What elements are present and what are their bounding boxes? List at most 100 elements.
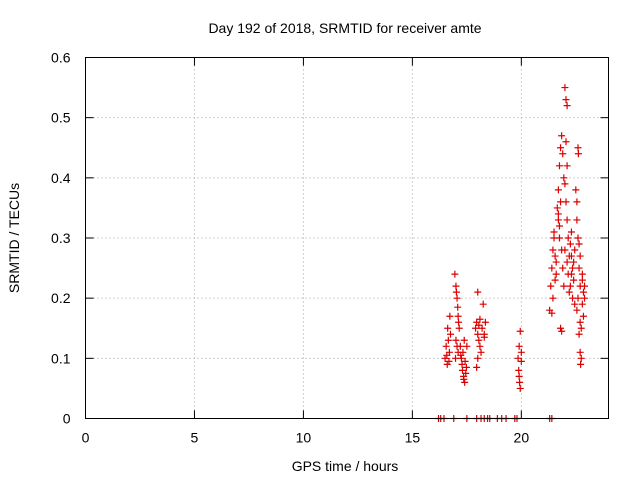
data-point (475, 336, 483, 344)
data-point (462, 363, 470, 371)
data-point (460, 375, 468, 383)
data-point (474, 354, 482, 362)
data-point (461, 357, 469, 365)
data-point (452, 354, 460, 362)
data-point (575, 330, 583, 338)
data-point (579, 312, 587, 320)
data-point (559, 264, 567, 272)
data-point (574, 294, 582, 302)
data-point (478, 324, 486, 332)
y-tick-label: 0.2 (51, 290, 71, 306)
data-point (454, 312, 462, 320)
data-point (444, 324, 452, 332)
data-point (552, 258, 560, 266)
y-tick-label: 0 (63, 411, 71, 427)
data-point (581, 282, 589, 290)
data-point (576, 318, 584, 326)
data-point (481, 318, 489, 326)
data-point (569, 264, 577, 272)
data-point (574, 150, 582, 158)
data-point (476, 342, 484, 350)
data-point (577, 360, 585, 368)
data-point (563, 102, 571, 110)
data-point (516, 327, 524, 335)
data-point (480, 333, 488, 341)
data-point (567, 252, 575, 260)
data-point (561, 84, 569, 92)
data-point (563, 162, 571, 170)
data-point (558, 132, 566, 140)
data-point (572, 186, 580, 194)
data-point (456, 342, 464, 350)
data-point (462, 369, 470, 377)
data-point (461, 378, 469, 386)
data-point (472, 324, 480, 332)
gridlines (85, 57, 609, 419)
data-point (565, 288, 573, 296)
data-point (445, 357, 453, 365)
data-point (443, 351, 451, 359)
y-tick-label: 0.5 (51, 110, 71, 126)
data-point (474, 288, 482, 296)
data-point (516, 384, 524, 392)
data-point (549, 294, 557, 302)
data-point (479, 300, 487, 308)
data-point (458, 366, 466, 374)
data-point (552, 270, 560, 278)
data-point (555, 222, 563, 230)
data-point (451, 270, 459, 278)
data-point (576, 348, 584, 356)
data-point (567, 228, 575, 236)
data-point (573, 216, 581, 224)
data-point (564, 234, 572, 242)
data-point (576, 252, 584, 260)
data-point (514, 354, 522, 362)
data-point (551, 252, 559, 260)
data-point (560, 282, 568, 290)
data-point (563, 258, 571, 266)
data-point (477, 348, 485, 356)
data-point (458, 360, 466, 368)
data-point (562, 138, 570, 146)
data-point (460, 336, 468, 344)
data-point (515, 366, 523, 374)
data-point (473, 363, 481, 371)
data-point (578, 300, 586, 308)
data-point (561, 246, 569, 254)
data-point (554, 210, 562, 218)
y-axis-label: SRMTID / TECUs (6, 183, 22, 293)
data-point (516, 378, 524, 386)
data-points (435, 84, 589, 422)
data-point (517, 357, 525, 365)
data-point (452, 282, 460, 290)
data-point (548, 264, 556, 272)
data-point (574, 144, 582, 152)
data-point (447, 330, 455, 338)
y-axis-tick-labels: 0 0.1 0.2 0.3 0.4 0.5 0.6 (51, 50, 71, 427)
data-point (567, 270, 575, 278)
data-point (563, 216, 571, 224)
data-point (562, 96, 570, 104)
data-point (455, 324, 463, 332)
data-point (566, 282, 574, 290)
data-point (554, 186, 562, 194)
data-point (561, 180, 569, 188)
data-point (551, 276, 559, 284)
y-tick-label: 0.3 (51, 230, 71, 246)
data-point (560, 174, 568, 182)
data-point (557, 324, 565, 332)
data-point (550, 228, 558, 236)
data-point (475, 321, 483, 329)
data-point (453, 294, 461, 302)
data-point (444, 336, 452, 344)
data-point (455, 318, 463, 326)
data-point (476, 315, 484, 323)
data-point (577, 324, 585, 332)
data-point (553, 204, 561, 212)
data-point (571, 246, 579, 254)
data-point (566, 240, 574, 248)
data-point (577, 354, 585, 362)
data-point (555, 162, 563, 170)
data-point (578, 276, 586, 284)
